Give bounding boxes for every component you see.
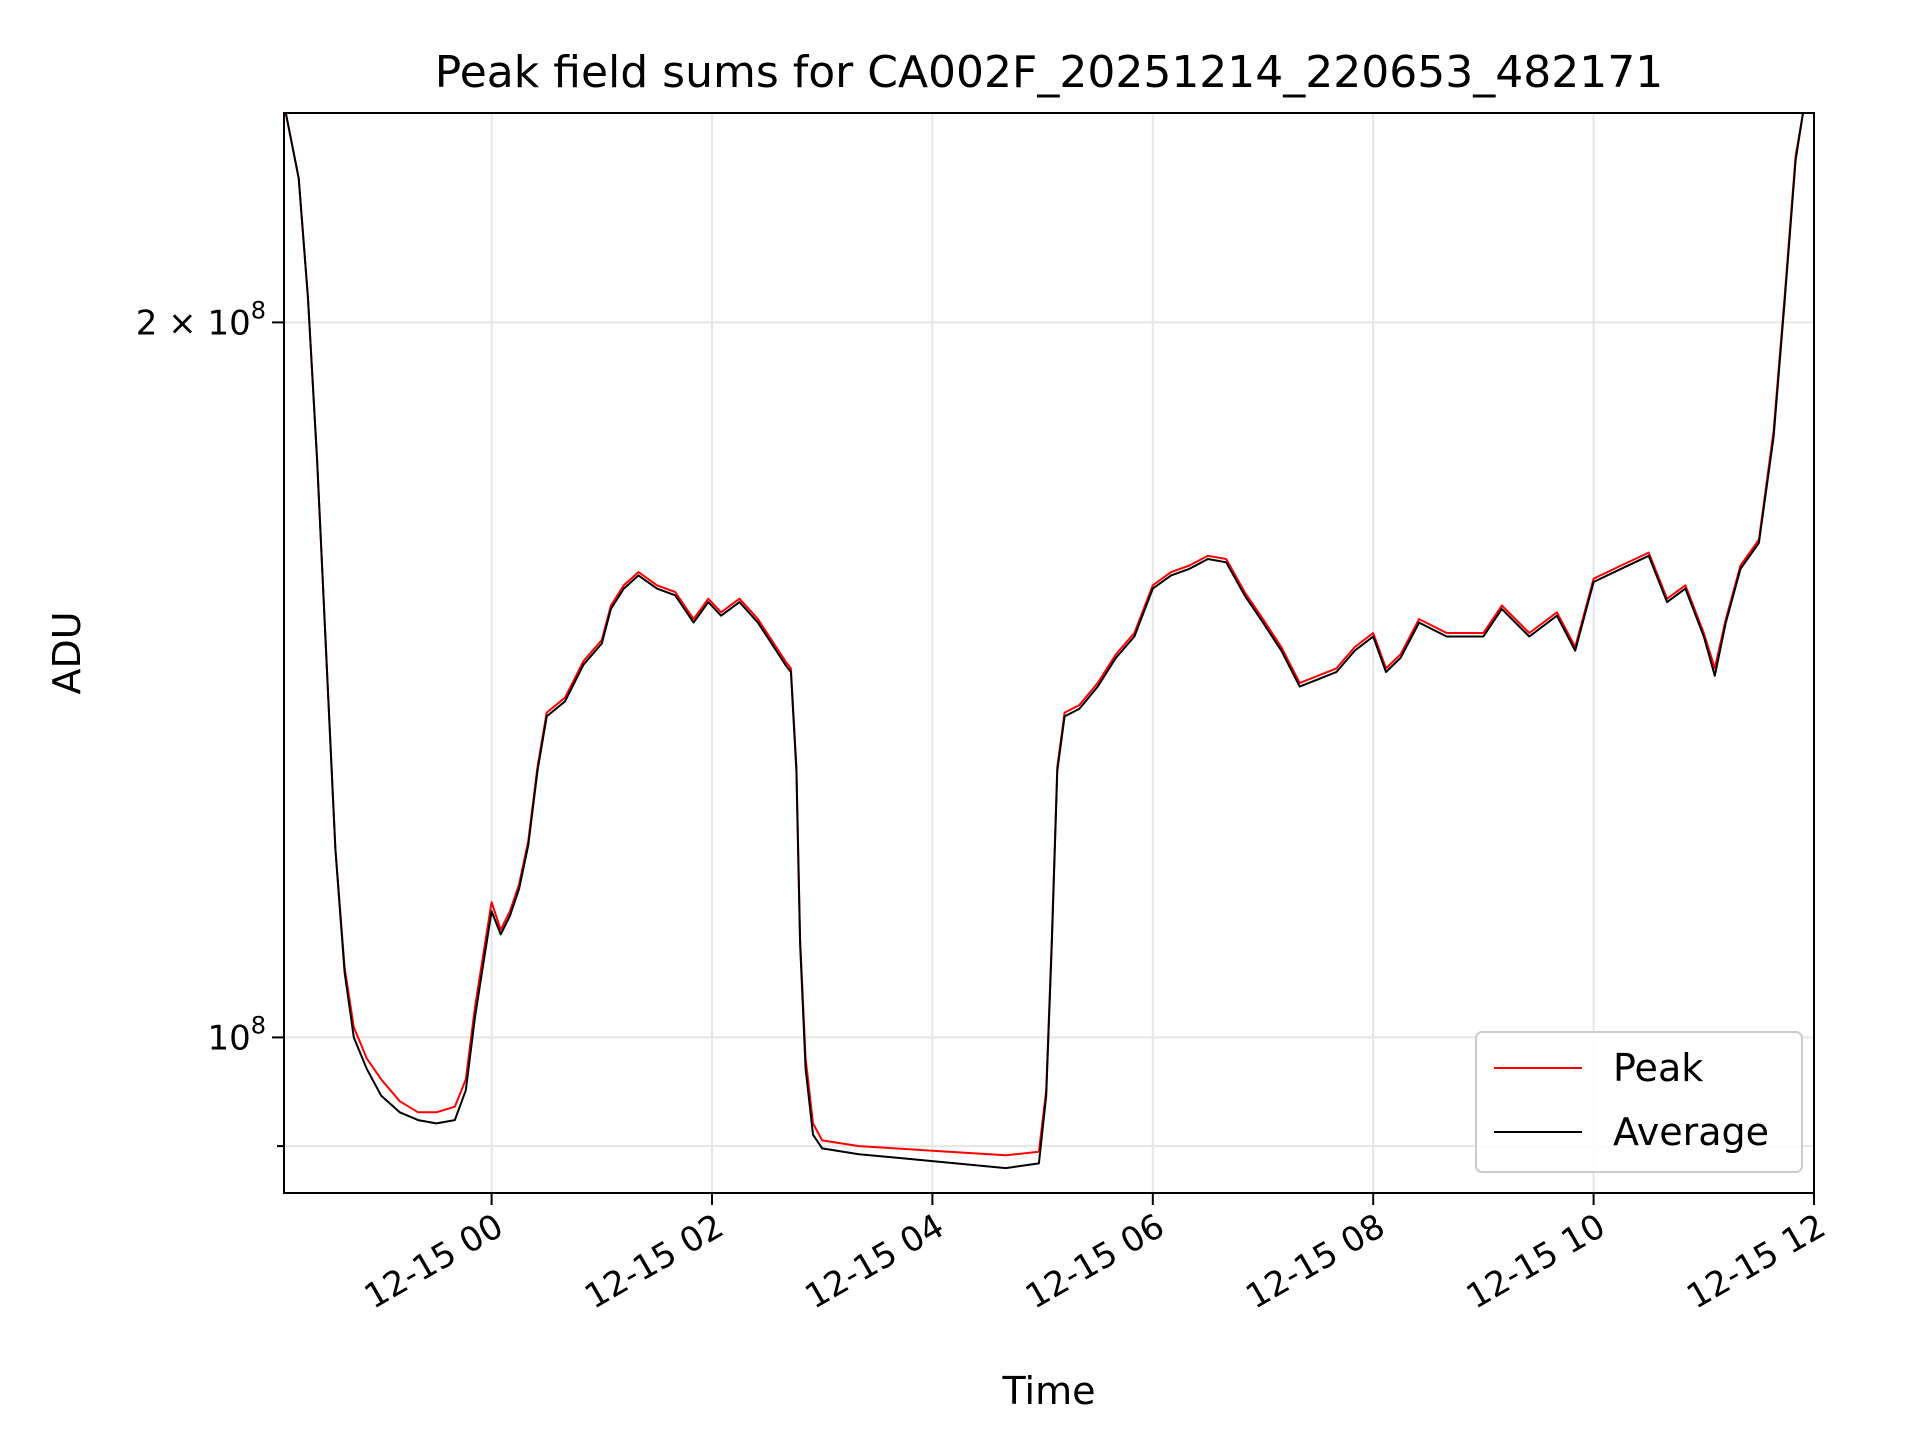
legend-average-label: Average xyxy=(1613,1110,1769,1154)
plot-frame xyxy=(283,112,1815,1194)
y-tick-label: 108 xyxy=(207,1011,266,1058)
y-tick-label: 2 × 108 xyxy=(136,296,266,343)
legend-peak-label: Peak xyxy=(1613,1046,1703,1090)
legend: Peak Average xyxy=(1475,1031,1803,1173)
x-axis-label: Time xyxy=(1002,1369,1096,1413)
y-axis-label: ADU xyxy=(45,611,89,694)
series-line-peak xyxy=(284,113,1804,1157)
series-layer xyxy=(284,113,1804,1170)
series-line-average xyxy=(284,113,1804,1170)
chart-title: Peak field sums for CA002F_20251214_2206… xyxy=(435,47,1663,98)
y-axis-ticks: 108 2 × 108 xyxy=(136,296,284,1148)
